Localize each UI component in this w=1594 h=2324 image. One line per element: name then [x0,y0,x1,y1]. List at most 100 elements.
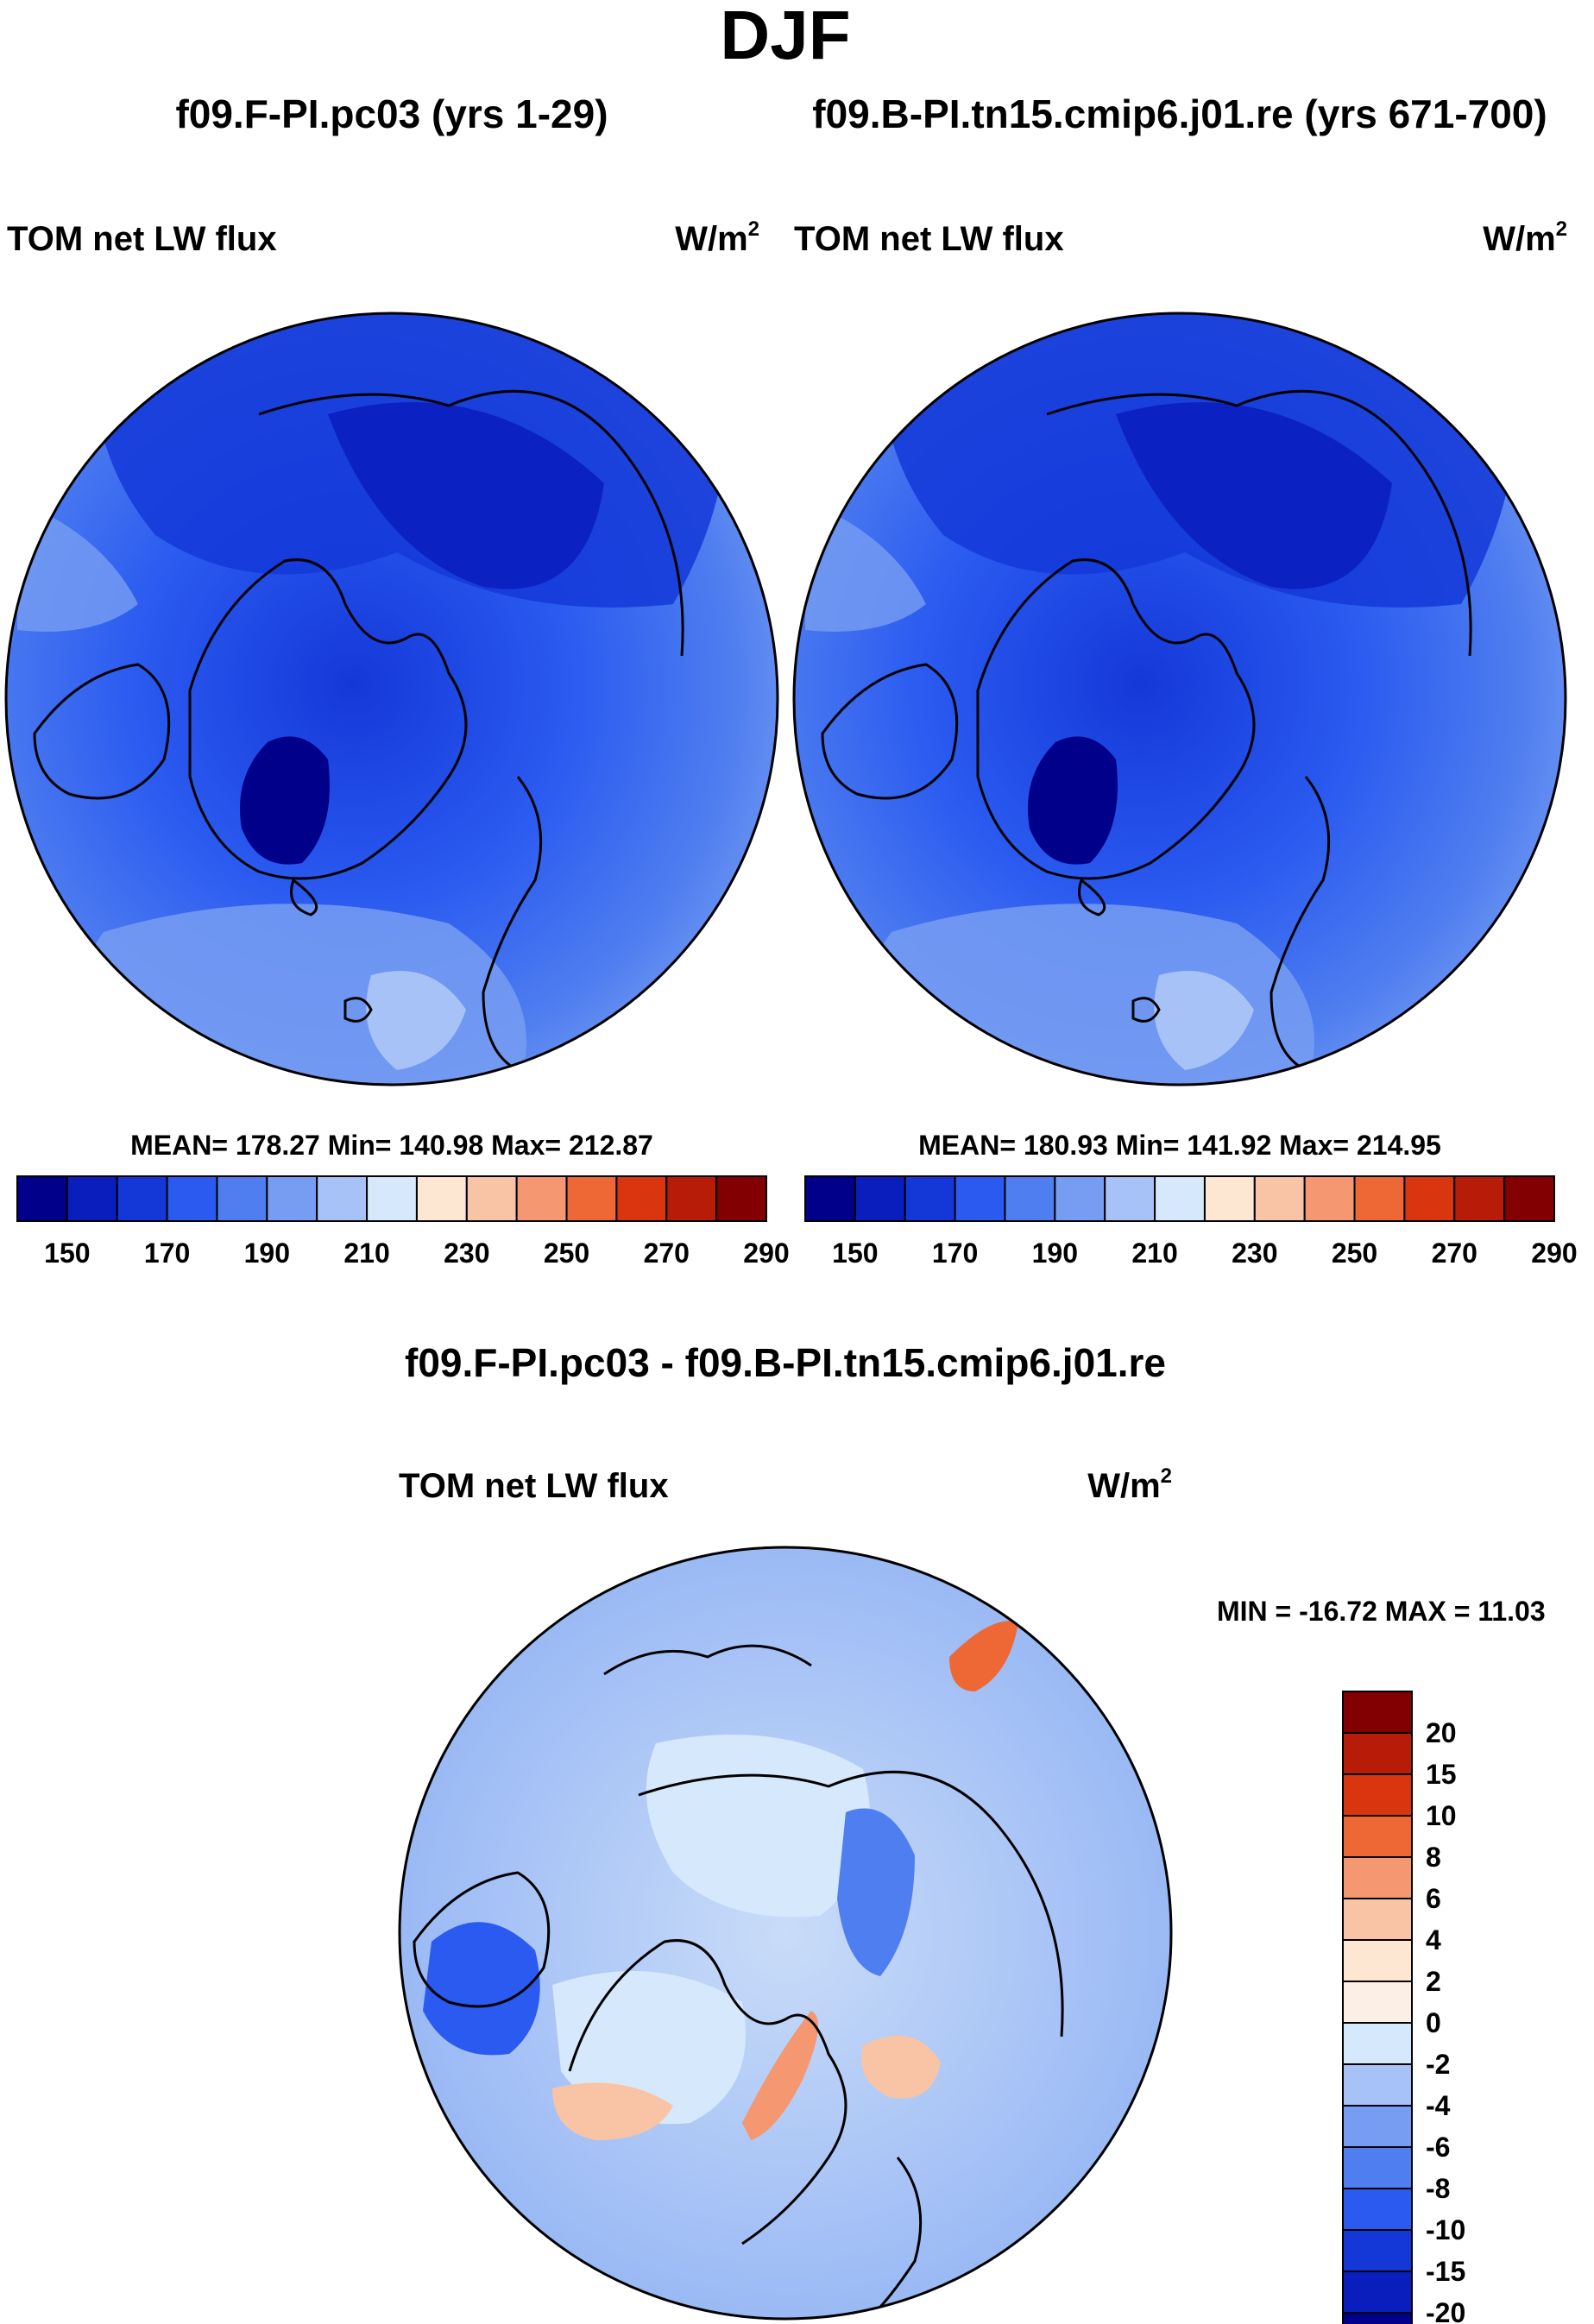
diff-colorbar-swatch-5 [1342,1898,1413,1941]
left-colorbar-swatch-1 [66,1175,118,1222]
diff-polar-map [398,1546,1173,2321]
diff-colorbar-tick-label: -8 [1426,2173,1450,2204]
diff-colorbar-tick-label: 0 [1426,2007,1441,2038]
diff-colorbar-swatch-14 [1342,2270,1413,2314]
right-colorbar-tick-label: 150 [832,1238,878,1269]
diff-colorbar-swatch-10 [1342,2105,1413,2148]
left-colorbar-ticks: 150 170 190 210 230 250 270 290 [44,1238,790,1269]
diff-map-field [400,1547,1171,2319]
left-colorbar-swatch-9 [465,1175,518,1222]
right-colorbar-tick-label: 230 [1232,1238,1277,1269]
diff-colorbar-swatch-0 [1342,1691,1413,1734]
diff-colorbar-tick-label: 2 [1426,1966,1441,1997]
left-colorbar-tick-label: 170 [144,1238,190,1269]
left-stats: MEAN= 178.27 Min= 140.98 Max= 212.87 [130,1130,653,1161]
diff-colorbar-tick-label: 15 [1426,1759,1457,1790]
left-colorbar-tick-label: 150 [44,1238,90,1269]
right-contour-210 [1154,971,1254,1070]
diff-colorbar-swatch-13 [1342,2229,1413,2272]
right-contour-200 [869,904,1314,1085]
diff-colorbar-swatch-1 [1342,1732,1413,1775]
left-units-exp: 2 [748,217,759,241]
left-run-title: f09.F-PI.pc03 (yrs 1-29) [175,91,608,136]
right-colorbar-swatch-7 [1154,1175,1206,1222]
left-contour-160 [328,402,604,589]
diff-colorbar-tick-label: -20 [1426,2297,1465,2324]
diff-colorbar-swatch-2 [1342,1773,1413,1817]
diff-colorbar-tick-label: 6 [1426,1883,1441,1914]
right-units-exp: 2 [1556,217,1567,241]
diff-colorbar-tick-label: 8 [1426,1842,1441,1873]
diff-units: W/m2 [1087,1464,1172,1505]
right-colorbar-swatch-0 [804,1175,856,1222]
right-variable-label: TOM net LW flux [794,220,1064,258]
left-units: W/m2 [675,217,759,258]
left-colorbar-swatch-3 [166,1175,218,1222]
diff-colorbar-tick-label: -10 [1426,2214,1465,2245]
diff-colorbar-swatch-6 [1342,1939,1413,1982]
diff-colorbar-tick-label: -15 [1426,2256,1465,2287]
left-colorbar-swatch-14 [715,1175,768,1222]
right-colorbar-tick-label: 210 [1131,1238,1177,1269]
diff-map-border [398,1546,1173,2321]
diff-colorbar-swatch-9 [1342,2063,1413,2107]
diff-contour-plus4 [552,2082,673,2140]
right-colorbar-tick-label: 170 [932,1238,978,1269]
left-units-base: W/m [675,220,747,258]
right-colorbar-tick-label: 250 [1332,1238,1377,1269]
diff-colorbar-tick-label: -2 [1426,2049,1450,2080]
left-colorbar [16,1175,768,1222]
diff-colorbar-swatch-11 [1342,2146,1413,2189]
right-colorbar-swatch-3 [954,1175,1006,1222]
right-units: W/m2 [1483,217,1567,258]
diff-colorbar-tick-label: 20 [1426,1717,1457,1748]
diff-colorbar-tick-label: -6 [1426,2132,1450,2163]
diff-contour-plus6 [742,2011,818,2140]
right-contour-150 [1028,736,1118,865]
diff-colorbar-swatch-7 [1342,1981,1413,2024]
right-colorbar-swatch-6 [1104,1175,1156,1222]
diff-colorbar-swatch-8 [1342,2022,1413,2065]
left-colorbar-swatch-10 [515,1175,568,1222]
diff-contour-minus10 [423,1922,540,2056]
right-colorbar-ticks: 150 170 190 210 230 250 270 290 [832,1238,1578,1269]
right-colorbar-swatch-13 [1453,1175,1506,1222]
left-coastlines [33,389,684,1072]
left-colorbar-swatch-0 [16,1175,68,1222]
left-polar-map [4,312,779,1086]
right-colorbar-swatch-11 [1353,1175,1406,1222]
diff-colorbar-swatch-15 [1342,2312,1413,2324]
right-polar-map [792,312,1567,1086]
left-colorbar-tick-label: 290 [743,1238,789,1269]
right-colorbar-tick-label: 270 [1432,1238,1477,1269]
diff-contour-minus8 [837,1808,915,1976]
right-colorbar-swatch-8 [1203,1175,1256,1222]
left-colorbar-swatch-11 [565,1175,618,1222]
left-colorbar-swatch-6 [316,1175,369,1222]
right-colorbar-swatch-10 [1303,1175,1356,1222]
right-colorbar-tick-label: 290 [1531,1238,1577,1269]
right-colorbar-swatch-5 [1054,1175,1106,1222]
diff-run-title: f09.F-PI.pc03 - f09.B-PI.tn15.cmip6.j01.… [405,1340,1166,1385]
left-colorbar-swatch-13 [665,1175,718,1222]
left-contour-200b [17,501,138,632]
right-colorbar-swatch-1 [854,1175,906,1222]
right-contour-200b [805,501,926,632]
left-colorbar-tick-label: 250 [544,1238,589,1269]
right-colorbar-swatch-12 [1403,1175,1456,1222]
season-title: DJF [720,0,850,73]
right-colorbar-swatch-2 [904,1175,956,1222]
left-contour-200 [81,904,526,1085]
diff-colorbar-swatch-12 [1342,2188,1413,2231]
diff-stats: MIN = -16.72 MAX = 11.03 [1217,1596,1546,1627]
right-colorbar-swatch-14 [1503,1175,1555,1222]
diff-colorbar-tick-label: 10 [1426,1800,1457,1831]
left-colorbar-tick-label: 230 [444,1238,489,1269]
right-units-base: W/m [1483,220,1555,258]
left-colorbar-tick-label: 210 [343,1238,389,1269]
left-colorbar-tick-label: 270 [644,1238,690,1269]
right-run-title: f09.B-PI.tn15.cmip6.j01.re (yrs 671-700) [812,91,1547,136]
left-map-border [4,312,779,1086]
left-colorbar-tick-label: 190 [244,1238,290,1269]
